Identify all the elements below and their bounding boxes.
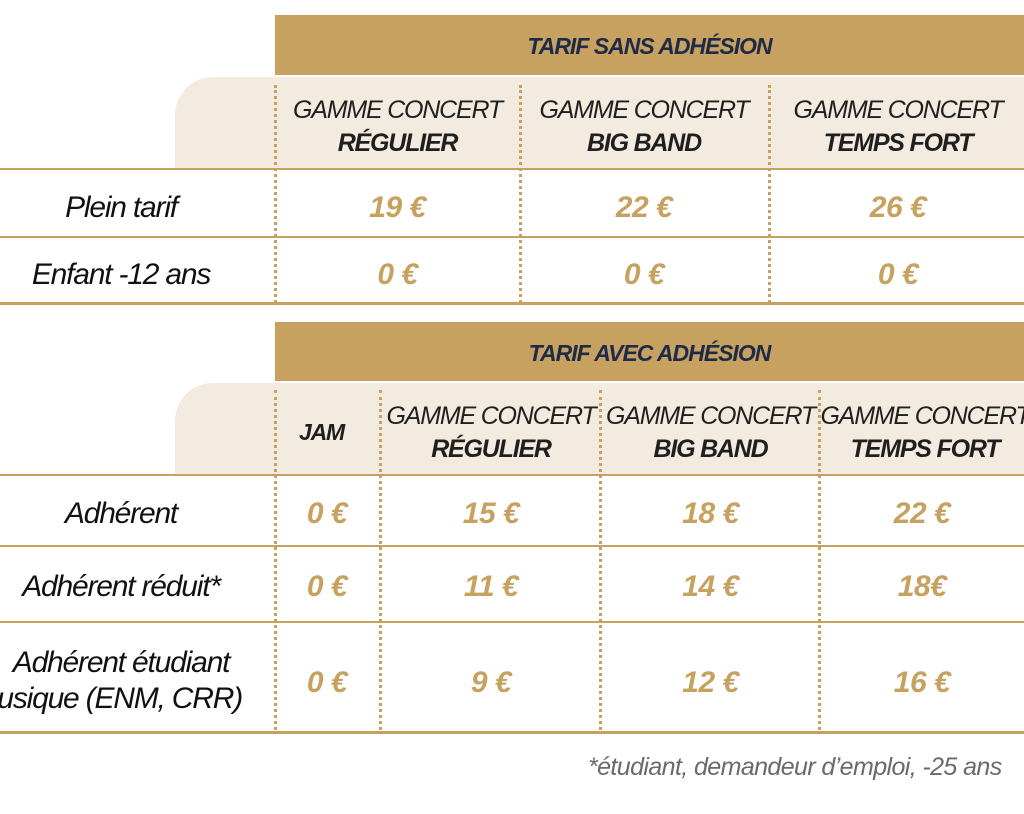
column-header-band xyxy=(275,77,1024,168)
band-tarif-sans-adhesion xyxy=(275,15,1024,75)
header-corner-tab xyxy=(175,77,275,168)
column-divider xyxy=(768,85,771,303)
footnote-wrap: *étudiant, demandeur d’emploi, -25 ans xyxy=(560,750,1024,790)
price-cell: 9 € xyxy=(470,666,512,699)
column-divider xyxy=(379,390,382,730)
column-divider xyxy=(274,390,277,730)
price-cell: 18 € xyxy=(682,497,739,530)
price-cell: 0 € xyxy=(306,570,348,603)
row-label-adherent-etudiant: Adhérent étudiant musique (ENM, CRR) xyxy=(0,646,243,715)
price-cell: 0 € xyxy=(306,497,348,530)
price-cell: 0 € xyxy=(877,258,919,291)
price-cell: 22 € xyxy=(893,497,951,530)
column-divider xyxy=(274,85,277,303)
price-cell: 19 € xyxy=(369,191,426,224)
column-header-band xyxy=(275,383,1024,474)
row-label-adherent-reduit: Adhérent réduit* xyxy=(22,570,221,603)
column-divider xyxy=(599,390,602,730)
column-divider xyxy=(519,85,522,303)
column-header-regulier: GAMME CONCERT RÉGULIER xyxy=(293,96,503,157)
column-header-temps-fort: GAMME CONCERT TEMPS FORT xyxy=(820,402,1024,463)
price-cell: 0 € xyxy=(377,258,418,291)
row-divider xyxy=(0,474,1024,476)
row-label-adherent: Adhérent xyxy=(64,497,178,530)
price-cell: 11 € xyxy=(463,570,519,603)
price-cell: 0 € xyxy=(623,258,665,291)
price-cell: 16 € xyxy=(893,666,951,699)
row-divider xyxy=(0,545,1024,547)
row-divider xyxy=(0,236,1024,238)
footnote: *étudiant, demandeur d’emploi, -25 ans xyxy=(588,753,1002,781)
table-bottom-rule xyxy=(0,731,1024,734)
header-corner-tab xyxy=(175,383,275,474)
band-title: TARIF SANS ADHÉSION xyxy=(527,33,772,59)
price-cell: 26 € xyxy=(869,191,927,224)
price-cell: 22 € xyxy=(615,191,673,224)
row-label-enfant: Enfant -12 ans xyxy=(31,258,212,291)
column-header-regulier: GAMME CONCERT RÉGULIER xyxy=(386,402,597,463)
column-header-big-band: GAMME CONCERT BIG BAND xyxy=(539,96,750,157)
band-title: TARIF AVEC ADHÉSION xyxy=(528,340,772,366)
row-divider xyxy=(0,621,1024,623)
band-tarif-avec-adhesion xyxy=(275,322,1024,381)
row-divider xyxy=(0,168,1024,170)
price-cell: 15 € xyxy=(462,497,520,530)
price-cell: 0 € xyxy=(306,666,348,699)
row-label-plein-tarif: Plein tarif xyxy=(65,191,178,224)
column-header-temps-fort: GAMME CONCERT TEMPS FORT xyxy=(793,96,1004,157)
price-cell: 18€ xyxy=(897,570,947,603)
price-cell: 14 € xyxy=(682,570,739,603)
column-header-jam: JAM xyxy=(299,419,345,445)
column-header-big-band: GAMME CONCERT BIG BAND xyxy=(606,402,816,463)
column-divider xyxy=(818,390,821,730)
price-cell: 12 € xyxy=(682,666,739,699)
table-bottom-rule xyxy=(0,302,1024,305)
